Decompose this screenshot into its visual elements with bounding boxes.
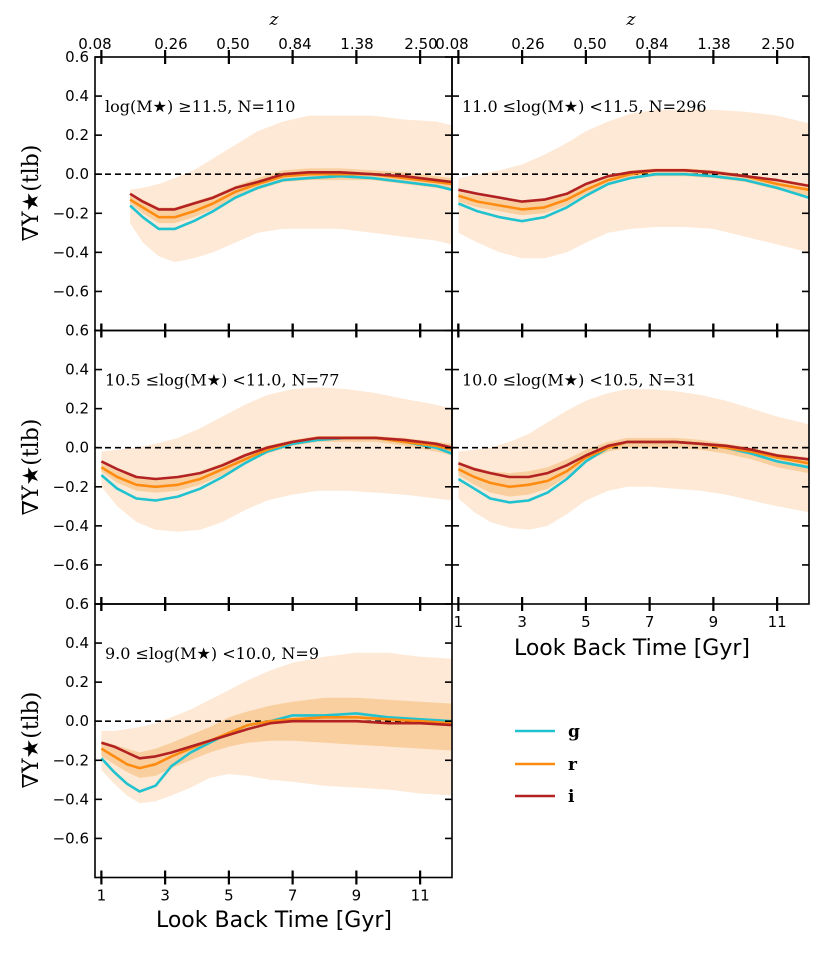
z-tick-label: 0.26 — [511, 35, 544, 53]
legend-label-g: g — [568, 722, 580, 742]
z-tick-label: 1.38 — [340, 35, 373, 53]
z-axis-title-left: z — [269, 10, 280, 30]
x-tick-label: 3 — [160, 887, 170, 905]
x-tick-label: 5 — [581, 613, 591, 631]
x-tick-label: 1 — [454, 613, 464, 631]
y-tick-label: 0.4 — [65, 87, 89, 105]
y-tick-label: −0.2 — [53, 478, 89, 496]
x-tick-label: 9 — [709, 613, 719, 631]
x-tick-label: 9 — [352, 887, 362, 905]
x-tick-label: 11 — [768, 613, 787, 631]
panel-3: 1 3 5 7 9 11 10.0 ≤log(M★) <10.5, N=31 — [451, 323, 810, 631]
inner-scatter-band — [101, 436, 453, 493]
y-tick-label: 0.6 — [65, 48, 89, 66]
z-tick-label: 0.84 — [635, 35, 668, 53]
y-tick-label: −0.2 — [53, 751, 89, 769]
y-tick-label: 0.0 — [65, 165, 89, 183]
y-tick-label: 0.6 — [65, 322, 89, 340]
y-tick-label: −0.4 — [53, 517, 89, 535]
legend-label-r: r — [568, 755, 578, 775]
panel-4: 0.6 0.4 0.2 0.0 −0.2 −0.4 −0.6 1 3 5 7 9 11 9.0 ≤log(… — [53, 595, 453, 905]
x-tick-label: 5 — [224, 887, 234, 905]
series-line-g — [129, 174, 453, 231]
z-tick-label: 0.08 — [435, 35, 468, 53]
z-tick-label: 2.50 — [404, 35, 437, 53]
series-line-i — [100, 436, 453, 481]
z-tick-label: 0.26 — [154, 35, 187, 53]
y-axis-label-row-2: ∇Υ★(tlb) — [19, 419, 44, 516]
y-tick-label: −0.6 — [53, 829, 89, 847]
inner-scatter-band — [458, 168, 809, 216]
y-tick-label: −0.6 — [53, 556, 89, 574]
y-tick-label: −0.6 — [53, 282, 89, 300]
y-tick-label: 0.2 — [65, 400, 89, 418]
series-line-r — [457, 440, 810, 489]
panel-2: 0.6 0.4 0.2 0.0 −0.2 −0.4 −0.6 10.5 ≤log(M★) <1… — [53, 322, 453, 611]
series-line-i — [457, 440, 810, 479]
plot-frame — [451, 329, 810, 605]
y-tick-label: 0.4 — [65, 634, 89, 652]
x-axis-label-left: Look Back Time [Gyr] — [156, 908, 392, 933]
outer-scatter-band — [101, 387, 453, 532]
z-tick-label: 0.84 — [278, 35, 311, 53]
x-tick-label: 11 — [411, 887, 430, 905]
series-line-i — [458, 169, 810, 203]
panel-annotation: 10.0 ≤log(M★) <10.5, N=31 — [462, 371, 696, 390]
y-tick-label: −0.2 — [53, 204, 89, 222]
inner-scatter-band — [130, 168, 452, 224]
series-line-i — [101, 719, 453, 760]
y-axis-label-row-1: ∇Υ★(tlb) — [19, 145, 44, 242]
outer-scatter-band — [458, 109, 809, 259]
panel-annotation: 10.5 ≤log(M★) <11.0, N=77 — [105, 371, 339, 390]
panel-0: 0.6 0.4 0.2 0.0 −0.2 −0.4 −0.6 0.08 0.26 0.50 0.84… — [53, 35, 453, 338]
x-tick-label: 1 — [97, 887, 107, 905]
series-line-r — [100, 715, 453, 770]
z-axis-title-right: z — [626, 10, 637, 30]
panel-1: 0.08 0.26 0.50 0.84 1.38 2.50 11.0 ≤log(M★) <1… — [435, 35, 810, 338]
series-line-g — [457, 172, 810, 223]
panel-annotation: 11.0 ≤log(M★) <11.5, N=296 — [462, 97, 707, 116]
series-line-i — [129, 171, 453, 211]
z-tick-label: 2.50 — [761, 35, 794, 53]
x-tick-label: 7 — [288, 887, 298, 905]
z-tick-label: 1.38 — [697, 35, 730, 53]
y-tick-label: 0.0 — [65, 712, 89, 730]
panel-annotation: log(M★) ≥11.5, N=110 — [105, 97, 295, 116]
y-tick-label: 0.2 — [65, 673, 89, 691]
z-tick-label: 0.50 — [573, 35, 606, 53]
y-tick-label: 0.0 — [65, 439, 89, 457]
x-tick-label: 7 — [645, 613, 655, 631]
y-axis-label-row-3: ∇Υ★(tlb) — [19, 692, 44, 789]
y-tick-label: 0.6 — [65, 595, 89, 613]
legend: gri — [515, 722, 580, 807]
legend-label-i: i — [568, 787, 575, 807]
outer-scatter-band — [130, 115, 452, 263]
y-tick-label: 0.4 — [65, 361, 89, 379]
x-tick-label: 3 — [517, 613, 527, 631]
plot-frame — [94, 603, 453, 879]
y-tick-label: −0.4 — [53, 790, 89, 808]
x-axis-label-right: Look Back Time [Gyr] — [514, 636, 750, 661]
panel-annotation: 9.0 ≤log(M★) <10.0, N=9 — [105, 644, 319, 663]
z-tick-label: 0.08 — [78, 35, 111, 53]
z-tick-label: 0.50 — [216, 35, 249, 53]
y-tick-label: −0.4 — [53, 243, 89, 261]
y-tick-label: 0.2 — [65, 126, 89, 144]
